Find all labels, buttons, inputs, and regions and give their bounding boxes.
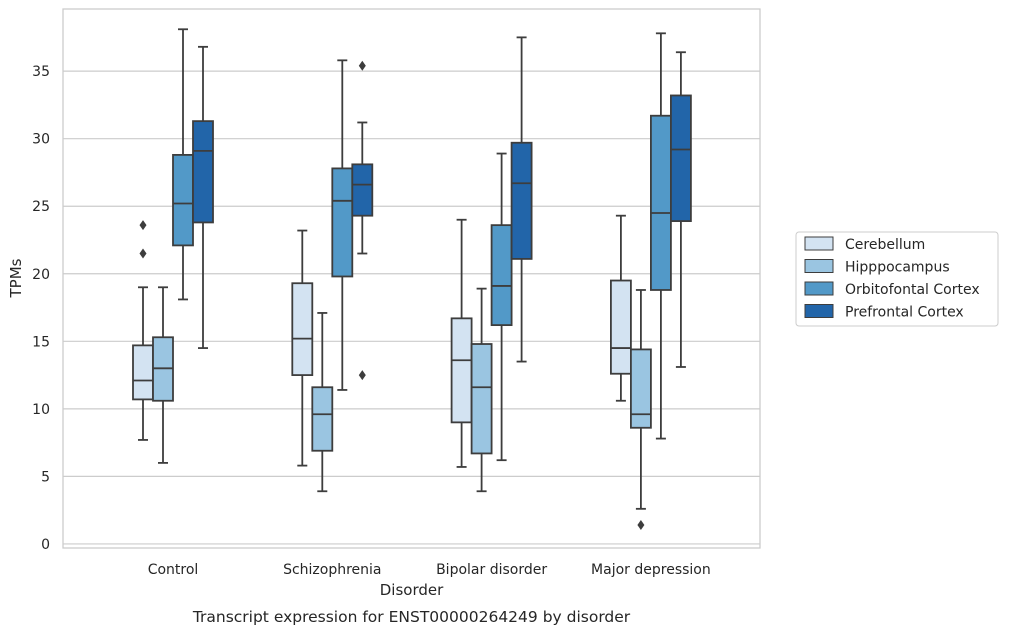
box-group [670, 51, 692, 368]
box-group [291, 229, 314, 467]
box-iqr [630, 348, 652, 429]
legend-swatch [804, 281, 834, 296]
box-iqr [470, 343, 493, 455]
y-tick-label: 30 [32, 132, 50, 148]
outlier-point [358, 370, 366, 381]
y-axis-ticks: 0 5 10 15 20 25 30 35 [32, 64, 50, 553]
box-group [610, 214, 632, 402]
box-group [152, 286, 174, 464]
chart-caption: Transcript expression for ENST0000026424… [192, 608, 631, 626]
legend-swatch [804, 304, 834, 318]
box-iqr [311, 386, 334, 452]
box-group [192, 45, 214, 349]
x-tick-label: Major depression [591, 562, 711, 578]
outlier-point [358, 60, 366, 71]
box-iqr [510, 141, 533, 260]
x-axis-ticks: Control Schizophrenia Bipolar disorder Majo… [148, 562, 711, 578]
x-tick-label: Schizophrenia [283, 562, 381, 578]
box-group [470, 287, 493, 493]
box-iqr [351, 163, 374, 217]
box-iqr [172, 153, 194, 247]
y-tick-label: 0 [41, 537, 50, 553]
outlier-point [139, 248, 147, 259]
box-group [172, 28, 194, 301]
box-group [650, 32, 672, 440]
box-iqr [650, 114, 672, 291]
box-iqr [490, 224, 513, 327]
y-tick-label: 5 [41, 469, 50, 485]
box-iqr [291, 282, 314, 376]
outlier-point [139, 220, 147, 231]
box-group [311, 312, 334, 493]
legend-label: Cerebellum [845, 237, 925, 253]
outlier-point [637, 520, 645, 531]
box-group [331, 59, 354, 391]
box-group [450, 218, 473, 468]
x-tick-label: Bipolar disorder [436, 562, 547, 578]
y-tick-label: 20 [32, 267, 50, 283]
legend-frame [795, 231, 999, 327]
legend-label: Hipppocampus [845, 260, 950, 276]
box-group [132, 220, 154, 441]
box-iqr [192, 120, 214, 224]
y-tick-label: 25 [32, 199, 50, 215]
box-iqr [450, 317, 473, 424]
box-group [351, 60, 374, 381]
x-tick-label: Control [148, 562, 199, 578]
box-group [490, 152, 513, 462]
box-iqr [132, 344, 154, 401]
box-group [630, 289, 652, 531]
legend-label: Prefrontal Cortex [845, 305, 964, 321]
box-group [510, 36, 533, 363]
legend-swatch [804, 236, 834, 251]
box-iqr [670, 94, 692, 222]
legend: Cerebellum Hipppocampus Orbitofontal Corte… [795, 231, 999, 327]
y-axis-title: TPMs [7, 258, 25, 298]
boxes-layer [132, 28, 692, 531]
y-tick-label: 35 [32, 64, 50, 80]
y-tick-label: 15 [32, 334, 50, 350]
legend-label: Orbitofontal Cortex [845, 282, 980, 298]
legend-items: Cerebellum Hipppocampus Orbitofontal Corte… [804, 236, 980, 321]
y-tick-label: 10 [32, 402, 50, 418]
plot-area-frame [62, 8, 761, 549]
x-axis-title: Disorder [380, 581, 444, 599]
box-iqr [610, 279, 632, 375]
legend-swatch [804, 259, 834, 273]
box-iqr [331, 167, 354, 278]
